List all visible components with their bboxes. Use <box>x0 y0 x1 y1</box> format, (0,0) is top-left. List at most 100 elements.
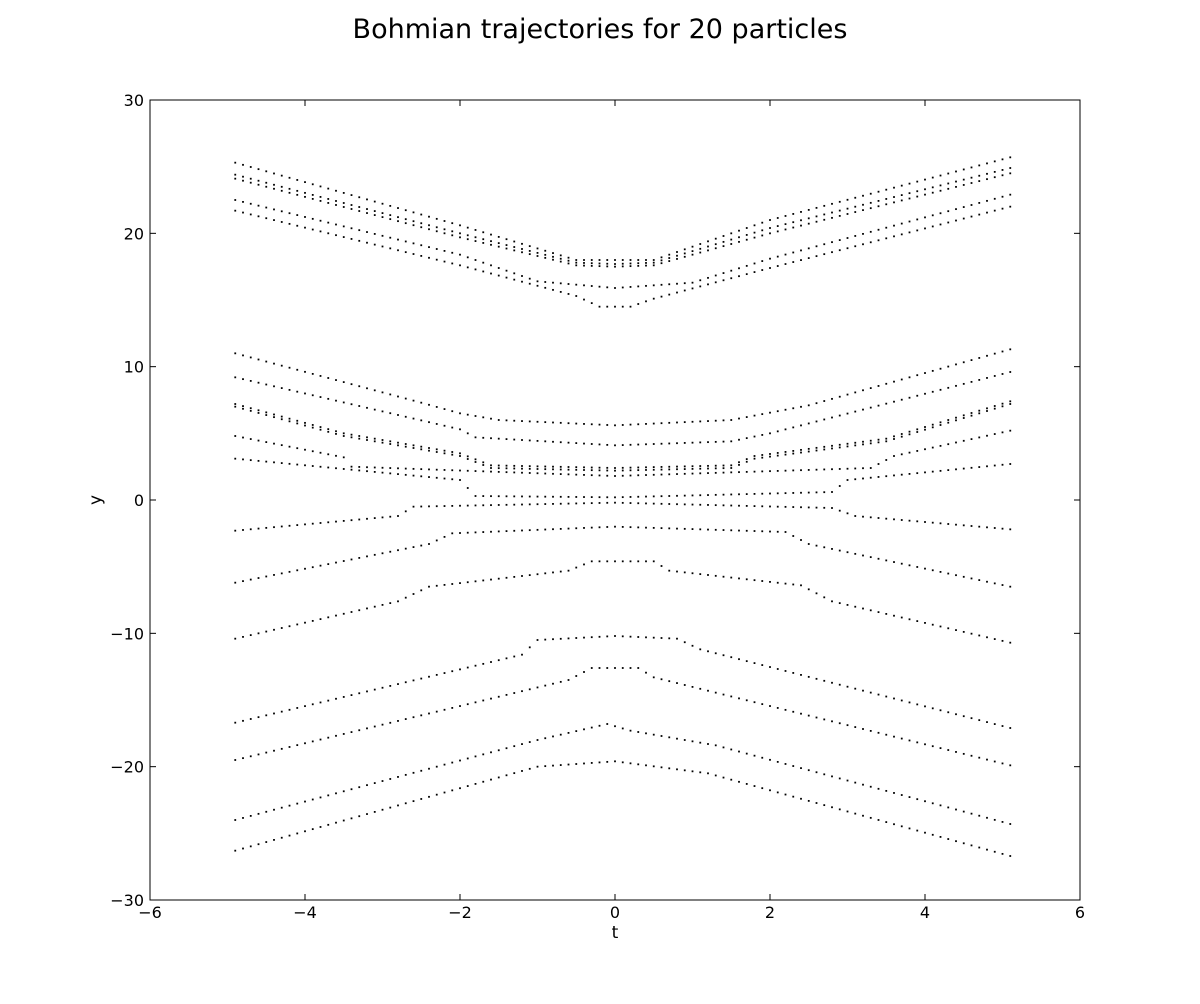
trajectory-point <box>257 358 260 361</box>
x-tick-label: −4 <box>293 903 317 922</box>
trajectory-point <box>962 575 965 578</box>
trajectory-point <box>916 798 919 801</box>
trajectory-point <box>947 838 950 840</box>
trajectory-point <box>947 572 950 575</box>
trajectory-point <box>536 573 539 576</box>
trajectory-point <box>730 419 733 421</box>
trajectory-point <box>466 487 469 489</box>
trajectory-point <box>939 747 942 750</box>
trajectory-point <box>707 441 709 444</box>
trajectory-point <box>769 666 771 668</box>
trajectory-point <box>993 352 996 355</box>
trajectory-point <box>753 435 756 438</box>
trajectory-point <box>769 580 771 583</box>
trajectory-point <box>304 705 306 708</box>
trajectory-point <box>311 228 314 231</box>
trajectory-point <box>373 200 376 203</box>
trajectory-point <box>327 198 330 200</box>
trajectory-point <box>676 251 678 253</box>
trajectory-point <box>838 683 841 686</box>
trajectory-point <box>862 783 864 786</box>
trajectory-point <box>459 428 461 431</box>
trajectory-point <box>559 502 562 505</box>
trajectory-point <box>280 418 283 421</box>
trajectory-point <box>831 720 833 723</box>
trajectory-point <box>800 674 802 676</box>
trajectory-point <box>761 269 764 271</box>
trajectory-point <box>273 187 275 190</box>
trajectory-point <box>451 262 454 265</box>
trajectory-series-12 <box>234 501 1012 532</box>
trajectory-series-13 <box>234 525 1012 588</box>
trajectory-point <box>660 422 663 425</box>
trajectory-point <box>978 202 981 204</box>
trajectory-point <box>885 237 888 240</box>
trajectory-point <box>730 440 733 443</box>
trajectory-point <box>986 199 988 202</box>
trajectory-point <box>738 236 740 239</box>
trajectory-point <box>637 560 640 563</box>
trajectory-point <box>335 792 337 795</box>
trajectory-point <box>358 469 361 472</box>
trajectory-point <box>846 467 849 470</box>
trajectory-point <box>730 467 733 469</box>
y-tick-label: 20 <box>124 224 144 243</box>
trajectory-point <box>265 170 268 173</box>
trajectory-point <box>792 226 795 229</box>
trajectory-point <box>854 467 857 470</box>
trajectory-point <box>590 496 593 499</box>
trajectory-point <box>986 636 988 639</box>
trajectory-point <box>823 218 826 221</box>
trajectory-point <box>800 405 802 408</box>
trajectory-point <box>373 605 376 608</box>
trajectory-point <box>521 465 523 467</box>
trajectory-point <box>366 607 368 610</box>
trajectory-point <box>451 451 454 453</box>
trajectory-point <box>358 729 361 732</box>
trajectory-point <box>544 256 547 259</box>
trajectory-point <box>722 245 725 248</box>
trajectory-point <box>776 430 779 433</box>
trajectory-point <box>939 424 942 426</box>
trajectory-point <box>846 412 849 415</box>
trajectory-point <box>296 569 299 572</box>
trajectory-point <box>900 194 903 196</box>
trajectory-point <box>474 229 477 231</box>
trajectory-point <box>707 772 709 775</box>
trajectory-point <box>745 470 748 473</box>
trajectory-point <box>598 469 601 472</box>
trajectory-point <box>838 209 841 212</box>
trajectory-point <box>629 259 632 261</box>
trajectory-point <box>311 183 314 186</box>
trajectory-point <box>443 424 446 427</box>
trajectory-point <box>683 442 686 444</box>
trajectory-point <box>730 243 733 245</box>
y-tick-label: 0 <box>134 491 144 510</box>
trajectory-point <box>381 466 384 469</box>
trajectory-point <box>280 387 283 389</box>
trajectory-point <box>730 504 733 507</box>
trajectory-point <box>443 672 446 674</box>
trajectory-point <box>598 285 601 288</box>
trajectory-point <box>490 530 492 533</box>
trajectory-point <box>335 223 337 226</box>
trajectory-point <box>544 468 547 471</box>
trajectory-point <box>714 281 717 284</box>
trajectory-point <box>730 695 733 698</box>
trajectory-point <box>482 461 485 464</box>
trajectory-point <box>273 808 275 811</box>
trajectory-point <box>296 224 299 227</box>
trajectory-point <box>319 796 322 799</box>
trajectory-point <box>916 218 919 221</box>
trajectory-point <box>521 251 523 254</box>
trajectory-point <box>567 502 570 505</box>
trajectory-point <box>908 451 911 454</box>
trajectory-point <box>273 385 275 388</box>
trajectory-point <box>869 406 872 409</box>
trajectory-point <box>831 600 833 603</box>
trajectory-point <box>590 636 593 639</box>
trajectory-point <box>730 748 733 751</box>
trajectory-point <box>490 464 492 467</box>
trajectory-point <box>505 693 508 696</box>
trajectory-point <box>397 720 399 722</box>
